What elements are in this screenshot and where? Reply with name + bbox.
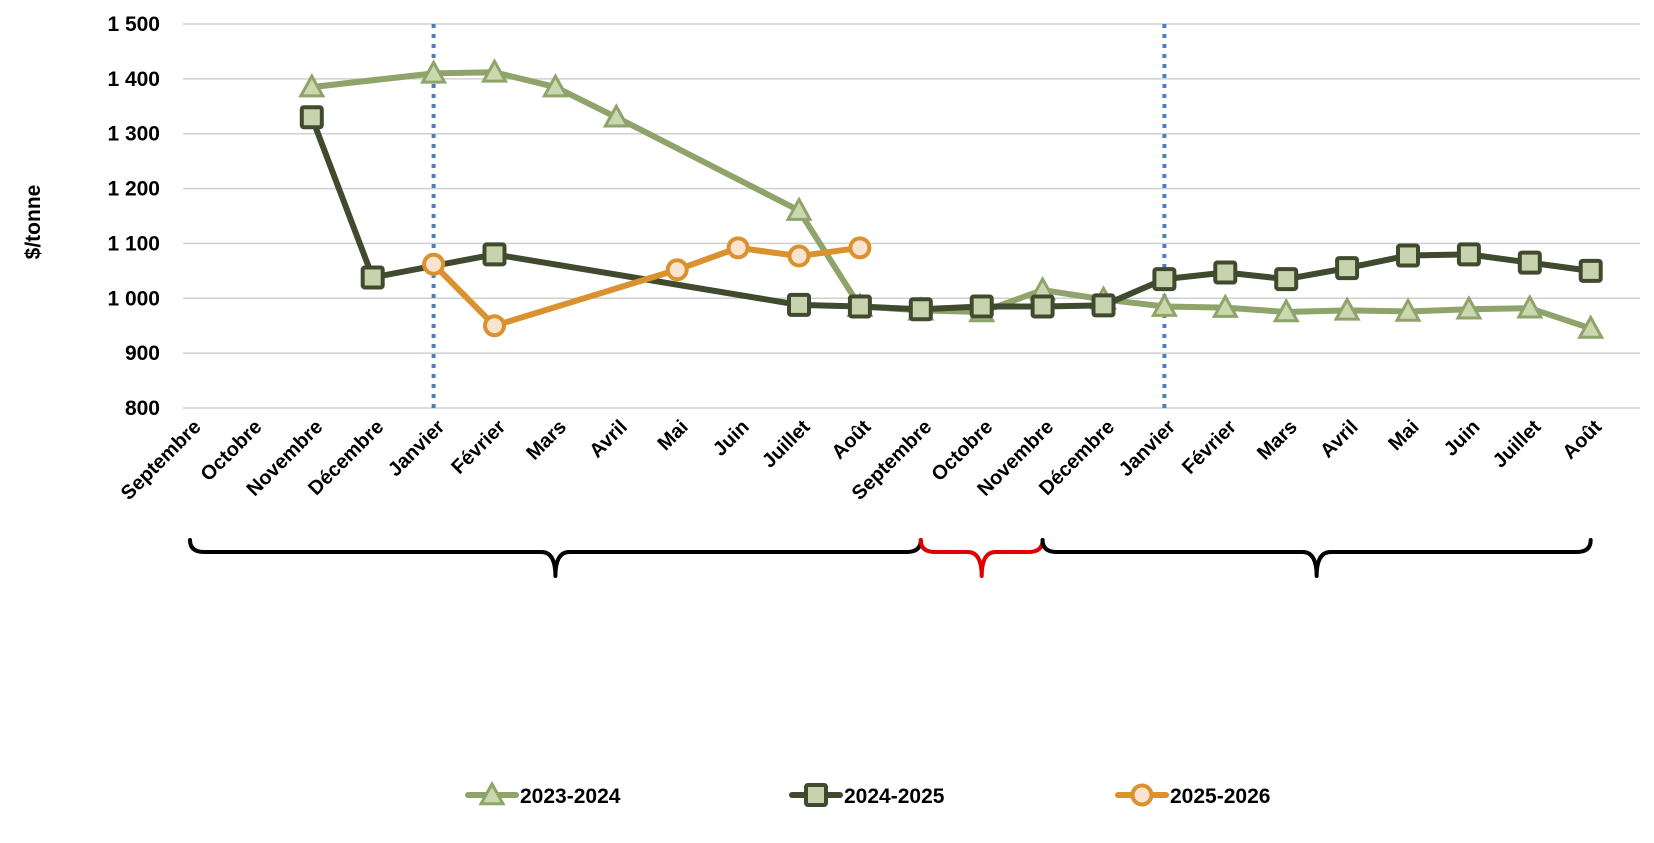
- x-tick-label: Avril: [1316, 416, 1362, 462]
- legend-item-2023-2024: 2023-2024: [465, 780, 621, 808]
- circle-marker: [726, 236, 750, 260]
- x-tick-label: Mai: [654, 416, 693, 455]
- square-marker: [299, 105, 324, 130]
- y-tick-label: 1 400: [107, 68, 160, 91]
- gridlines: [183, 23, 1640, 409]
- square-marker: [1152, 267, 1177, 292]
- triangle-marker: [478, 780, 506, 806]
- circle-marker: [422, 252, 446, 276]
- y-axis-ticks: 800 900 1 000 1 100 1 200 1 300 1 400 1 500: [107, 13, 160, 420]
- circle-marker: [1130, 783, 1154, 807]
- y-tick-label: 1 100: [107, 232, 160, 255]
- triangle-marker: [480, 58, 509, 83]
- triangle-marker: [420, 59, 448, 84]
- series-group: [298, 58, 1605, 339]
- triangle-marker: [602, 103, 630, 128]
- x-tick-label: Juillet: [758, 416, 815, 473]
- triangle-marker: [1272, 297, 1300, 323]
- square-marker: [1396, 243, 1420, 268]
- legend-item-2024-2025: 2024-2025: [789, 783, 945, 808]
- square-marker: [1213, 260, 1238, 285]
- series-2025-2026: [422, 236, 872, 338]
- square-marker: [1335, 256, 1360, 281]
- triangle-marker: [298, 72, 326, 98]
- square-marker: [969, 294, 994, 319]
- y-tick-label: 900: [125, 342, 160, 365]
- triangle-marker: [1516, 294, 1544, 319]
- square-marker: [787, 292, 811, 317]
- braces: [188, 538, 1593, 578]
- y-tick-label: 800: [125, 397, 160, 420]
- square-marker: [482, 242, 507, 267]
- x-tick-label: Mars: [522, 416, 571, 465]
- series-2023-2024: [298, 58, 1605, 339]
- square-marker: [1274, 267, 1299, 292]
- square-marker: [1030, 294, 1055, 319]
- triangle-marker: [1577, 314, 1605, 339]
- x-tick-label: Mai: [1384, 416, 1423, 455]
- triangle-marker: [1150, 292, 1178, 317]
- circle-marker: [483, 314, 506, 338]
- triangle-marker: [1333, 296, 1361, 321]
- triangle-marker: [1394, 297, 1422, 322]
- x-tick-label: Juin: [709, 416, 754, 461]
- y-tick-label: 1 000: [107, 287, 160, 310]
- x-tick-label: Avril: [585, 416, 631, 462]
- square-marker: [847, 294, 872, 319]
- x-tick-label: Septembre: [117, 416, 206, 505]
- square-marker: [908, 297, 933, 322]
- triangle-marker: [785, 196, 813, 221]
- triangle-marker: [541, 72, 569, 98]
- triangle-marker: [1455, 295, 1483, 320]
- x-tick-label: Février: [1178, 416, 1241, 479]
- x-tick-label: Mars: [1253, 416, 1302, 465]
- square-marker: [804, 783, 828, 807]
- series-line: [308, 114, 1594, 313]
- circle-marker: [787, 244, 811, 268]
- series-2024-2025: [299, 105, 1603, 322]
- x-tick-label: Juin: [1440, 416, 1485, 461]
- circle-marker: [665, 258, 689, 282]
- x-tick-label: Août: [1558, 416, 1606, 464]
- legend-item-2025-2026: 2025-2026: [1115, 783, 1270, 808]
- vertical-markers: [431, 24, 1167, 408]
- y-tick-label: 1 200: [107, 178, 160, 201]
- y-tick-label: 1 500: [107, 13, 160, 36]
- legend: 2023-2024 2024-2025 2025-2026: [465, 780, 1270, 808]
- square-marker: [1456, 242, 1481, 267]
- square-marker: [1091, 293, 1116, 318]
- series-line: [308, 69, 1594, 332]
- square-marker: [1517, 250, 1542, 275]
- brace: [918, 538, 1045, 578]
- square-marker: [1578, 258, 1603, 283]
- y-tick-label: 1 300: [107, 123, 160, 146]
- triangle-marker: [1211, 293, 1239, 318]
- legend-label: 2023-2024: [520, 785, 621, 808]
- brace: [1040, 538, 1593, 578]
- legend-label: 2025-2026: [1170, 785, 1270, 808]
- square-marker: [360, 265, 385, 290]
- x-tick-label: Juillet: [1489, 416, 1546, 473]
- circle-marker: [848, 236, 872, 260]
- x-tick-label: Janvier: [1115, 416, 1180, 481]
- legend-label: 2024-2025: [844, 785, 945, 808]
- x-tick-label: Février: [447, 416, 510, 479]
- x-tick-label: Janvier: [384, 416, 449, 481]
- brace: [188, 538, 923, 578]
- x-axis-ticks: SeptembreOctobreNovembreDécembreJanvierF…: [117, 416, 1607, 505]
- x-tick-label: Août: [828, 416, 876, 464]
- y-axis-label: $/tonne: [22, 185, 45, 260]
